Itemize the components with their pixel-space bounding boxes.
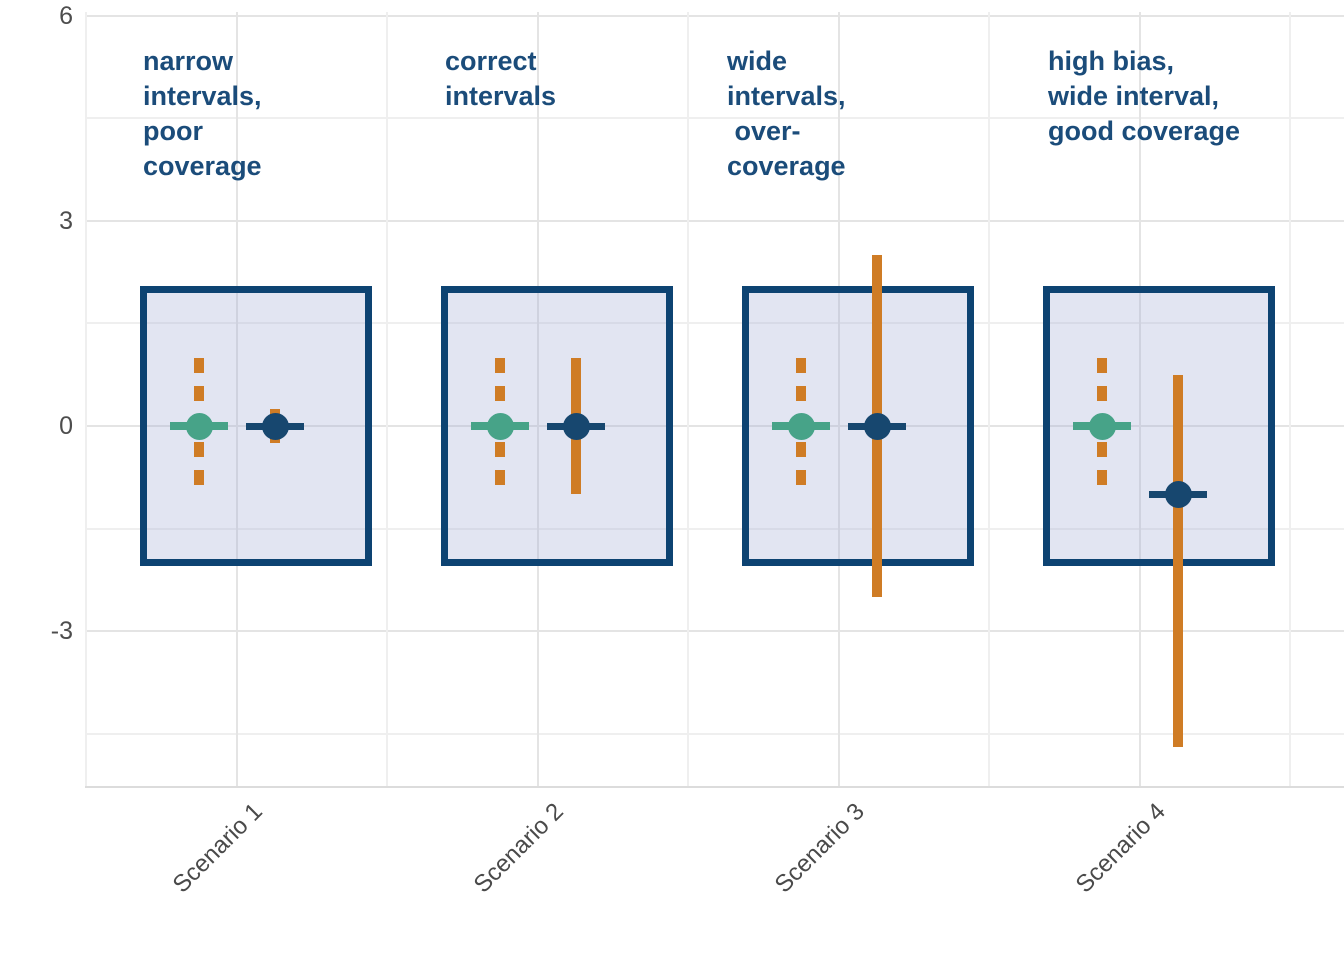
gridline-vertical-minor bbox=[85, 12, 87, 787]
scenario-annotation: narrow intervals, poor coverage bbox=[143, 46, 262, 181]
scenario-annotation: correct intervals bbox=[445, 46, 557, 111]
x-axis-tick-label: Scenario 4 bbox=[1070, 798, 1171, 899]
y-axis-tick-label: -3 bbox=[50, 617, 73, 646]
gridline-vertical-major bbox=[1138, 12, 1141, 787]
gridline-vertical-minor bbox=[988, 12, 990, 787]
gridline-vertical-minor bbox=[687, 12, 689, 787]
estimate-point bbox=[863, 412, 891, 440]
gridline-horizontal-major bbox=[85, 14, 1344, 17]
truth-point bbox=[486, 412, 514, 440]
y-axis-tick-label: 3 bbox=[59, 206, 73, 235]
truth-point bbox=[1088, 412, 1116, 440]
gridline-horizontal-minor bbox=[85, 322, 1344, 325]
gridline-horizontal-minor bbox=[85, 527, 1344, 530]
scenario-annotation: wide intervals, over- coverage bbox=[727, 46, 846, 181]
estimate-point bbox=[562, 412, 590, 440]
x-axis-tick-label: Scenario 3 bbox=[769, 798, 870, 899]
gridline-horizontal-major bbox=[85, 630, 1344, 633]
gridline-horizontal-minor bbox=[85, 732, 1344, 735]
gridline-vertical-major bbox=[837, 12, 840, 787]
estimate-point bbox=[1164, 480, 1192, 508]
truth-point bbox=[185, 412, 213, 440]
gridline-horizontal-minor bbox=[85, 117, 1344, 120]
gridline-vertical-major bbox=[536, 12, 539, 787]
y-axis-tick-label: 0 bbox=[59, 412, 73, 440]
x-axis-tick-label: Scenario 2 bbox=[468, 798, 569, 899]
scenario-annotation: high bias, wide interval, good coverage bbox=[1048, 46, 1241, 146]
estimate-interval bbox=[1173, 374, 1183, 748]
y-axis-tick-label: 6 bbox=[59, 1, 73, 30]
gridline-vertical-minor bbox=[386, 12, 388, 787]
gridline-horizontal-major bbox=[85, 425, 1344, 427]
truth-point bbox=[787, 412, 815, 440]
gridline-vertical-major bbox=[235, 12, 238, 787]
x-axis-tick-label: Scenario 1 bbox=[167, 798, 268, 899]
x-axis-line bbox=[85, 786, 1344, 788]
gridline-vertical-minor bbox=[1289, 12, 1291, 787]
estimate-point bbox=[261, 412, 289, 440]
gridline-horizontal-major bbox=[85, 219, 1344, 222]
